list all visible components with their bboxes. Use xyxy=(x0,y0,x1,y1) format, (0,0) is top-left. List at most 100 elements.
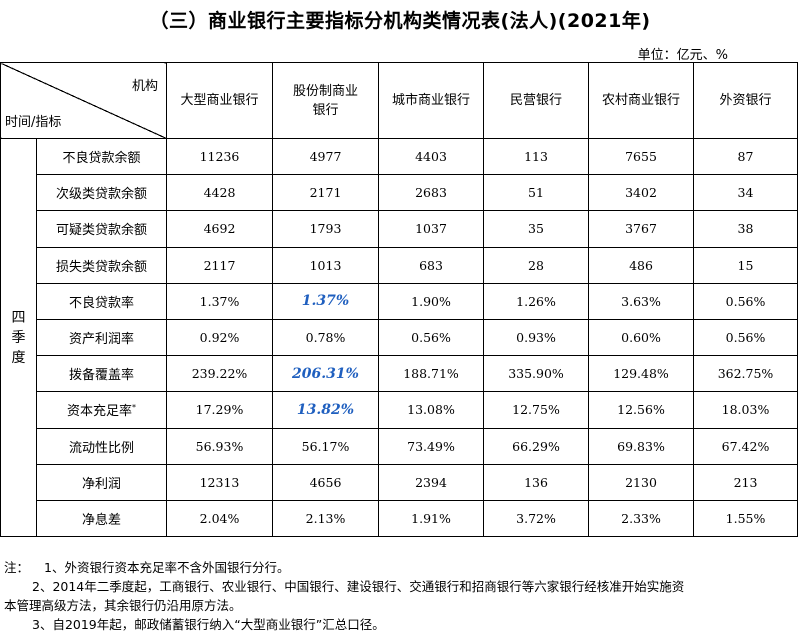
page-title: （三）商业银行主要指标分机构类情况表(法人)(2021年) xyxy=(149,10,651,32)
cell-rural-banks: 7655 xyxy=(588,137,694,176)
cell-city-banks: 2394 xyxy=(378,463,484,501)
metric-label-text: 不良贷款余额 xyxy=(62,151,141,167)
cell-joint-stock-banks: 13.82% xyxy=(272,391,379,429)
cell-rural-banks: 129.48% xyxy=(588,355,694,393)
note-2-line-2: 本管理高级方法，其余银行仍沿用原方法。 xyxy=(4,598,242,613)
cell-private-banks: 113 xyxy=(483,137,589,176)
cell-foreign-banks: 38 xyxy=(693,210,798,248)
metric-label: 不良贷款率 xyxy=(36,282,167,320)
cell-private-banks: 3.72% xyxy=(483,499,589,538)
table-row: 净利润 12313 4656 2394 136 2130 213 xyxy=(1,463,798,501)
corner-top-label: 机构 xyxy=(131,79,158,94)
table-row: 流动性比例 56.93% 56.17% 73.49% 66.29% 69.83% 67.42… xyxy=(1,427,798,465)
cell-city-banks: 188.71% xyxy=(378,355,484,393)
cell-rural-banks: 2.33% xyxy=(588,499,694,538)
metric-label-text: 可疑类贷款余额 xyxy=(55,223,147,239)
cell-rural-banks: 2130 xyxy=(588,463,694,501)
col-header-city-banks: 城市商业银行 xyxy=(378,62,484,139)
note-3: 3、自2019年起，邮政储蓄银行纳入“大型商业银行”汇总口径。 xyxy=(32,617,385,632)
cell-foreign-banks: 1.55% xyxy=(693,499,798,538)
cell-foreign-banks: 67.42% xyxy=(693,427,798,465)
footnote-marker: * xyxy=(132,403,136,413)
cell-large-banks: 17.29% xyxy=(166,391,273,429)
cell-joint-stock-banks: 2171 xyxy=(272,174,379,212)
cell-foreign-banks: 87 xyxy=(693,137,798,176)
cell-large-banks: 12313 xyxy=(166,463,273,501)
cell-city-banks: 1037 xyxy=(378,210,484,248)
metric-label-text: 损失类贷款余额 xyxy=(55,259,147,275)
metric-label-text: 资本充足率 xyxy=(66,404,132,420)
cell-foreign-banks: 0.56% xyxy=(693,318,798,357)
cell-large-banks: 2117 xyxy=(166,246,273,284)
metric-label: 可疑类贷款余额 xyxy=(36,210,167,248)
cell-private-banks: 335.90% xyxy=(483,355,589,393)
metric-label: 资本充足率* xyxy=(36,391,167,429)
metric-label-text: 净息差 xyxy=(81,512,121,528)
cell-rural-banks: 69.83% xyxy=(588,427,694,465)
metric-label-text: 次级类贷款余额 xyxy=(55,187,147,203)
cell-city-banks: 0.56% xyxy=(378,318,484,357)
cell-rural-banks: 3.63% xyxy=(588,282,694,320)
cell-joint-stock-banks: 2.13% xyxy=(272,499,379,538)
cell-foreign-banks: 0.56% xyxy=(693,282,798,320)
cell-private-banks: 28 xyxy=(483,246,589,284)
cell-joint-stock-banks: 206.31% xyxy=(272,355,379,393)
cell-private-banks: 136 xyxy=(483,463,589,501)
col-header-joint-stock-banks: 股份制商业 银行 xyxy=(272,62,379,139)
cell-joint-stock-banks: 1.37% xyxy=(272,282,379,320)
col-header-large-banks: 大型商业银行 xyxy=(166,62,273,139)
metric-label-text: 不良贷款率 xyxy=(68,295,134,311)
cell-joint-stock-banks: 4977 xyxy=(272,137,379,176)
table-row: 净息差 2.04% 2.13% 1.91% 3.72% 2.33% 1.55% xyxy=(1,499,798,538)
cell-large-banks: 11236 xyxy=(166,137,273,176)
cell-city-banks: 2683 xyxy=(378,174,484,212)
cell-foreign-banks: 15 xyxy=(693,246,798,284)
cell-large-banks: 4428 xyxy=(166,174,273,212)
cell-joint-stock-banks: 1013 xyxy=(272,246,379,284)
cell-private-banks: 51 xyxy=(483,174,589,212)
cell-city-banks: 13.08% xyxy=(378,391,484,429)
cell-foreign-banks: 34 xyxy=(693,174,798,212)
col-header-foreign-banks: 外资银行 xyxy=(693,62,798,139)
table-row: 可疑类贷款余额 4692 1793 1037 35 3767 38 xyxy=(1,210,798,248)
footnotes: 注： 1、外资银行资本充足率不含外国银行分行。 2、2014年二季度起，工商银行、… xyxy=(4,558,794,634)
table-row: 不良贷款率 1.37% 1.37% 1.90% 1.26% 3.63% 0.56% xyxy=(1,282,798,320)
cell-joint-stock-banks: 4656 xyxy=(272,463,379,501)
cell-private-banks: 0.93% xyxy=(483,318,589,357)
metric-label: 次级类贷款余额 xyxy=(36,174,167,212)
cell-city-banks: 73.49% xyxy=(378,427,484,465)
metric-label: 流动性比例 xyxy=(36,427,167,465)
notes-label: 注： xyxy=(4,560,30,575)
period-label: 四季度 xyxy=(0,137,37,538)
col-header-rural-banks: 农村商业银行 xyxy=(588,62,694,139)
table-row: 资本充足率* 17.29% 13.82% 13.08% 12.75% 12.56% 18.0… xyxy=(1,391,798,429)
cell-large-banks: 0.92% xyxy=(166,318,273,357)
cell-rural-banks: 12.56% xyxy=(588,391,694,429)
unit-label: 单位：亿元、% xyxy=(637,48,728,63)
cell-large-banks: 239.22% xyxy=(166,355,273,393)
metric-label: 不良贷款余额 xyxy=(36,137,167,176)
metric-label-text: 拨备覆盖率 xyxy=(68,368,134,384)
metric-label-text: 流动性比例 xyxy=(68,440,134,456)
cell-rural-banks: 3767 xyxy=(588,210,694,248)
corner-header: 机构 时间/指标 xyxy=(0,62,167,139)
metric-label: 净利润 xyxy=(36,463,167,501)
note-1: 1、外资银行资本充足率不含外国银行分行。 xyxy=(44,560,290,575)
indicator-table: 机构 时间/指标 大型商业银行 股份制商业 银行 城市商业银行 民营银行 农村商业… xyxy=(0,62,798,538)
cell-city-banks: 4403 xyxy=(378,137,484,176)
cell-large-banks: 4692 xyxy=(166,210,273,248)
cell-rural-banks: 486 xyxy=(588,246,694,284)
cell-private-banks: 1.26% xyxy=(483,282,589,320)
metric-label-text: 资产利润率 xyxy=(68,332,134,348)
cell-foreign-banks: 18.03% xyxy=(693,391,798,429)
col-header-private-banks: 民营银行 xyxy=(483,62,589,139)
cell-city-banks: 683 xyxy=(378,246,484,284)
cell-private-banks: 12.75% xyxy=(483,391,589,429)
cell-private-banks: 35 xyxy=(483,210,589,248)
table-row: 四季度 不良贷款余额 11236 4977 4403 113 7655 87 xyxy=(0,137,798,538)
table-row: 损失类贷款余额 2117 1013 683 28 486 15 xyxy=(1,246,798,284)
cell-rural-banks: 0.60% xyxy=(588,318,694,357)
cell-foreign-banks: 362.75% xyxy=(693,355,798,393)
metric-label-text: 净利润 xyxy=(81,476,121,492)
cell-joint-stock-banks: 56.17% xyxy=(272,427,379,465)
